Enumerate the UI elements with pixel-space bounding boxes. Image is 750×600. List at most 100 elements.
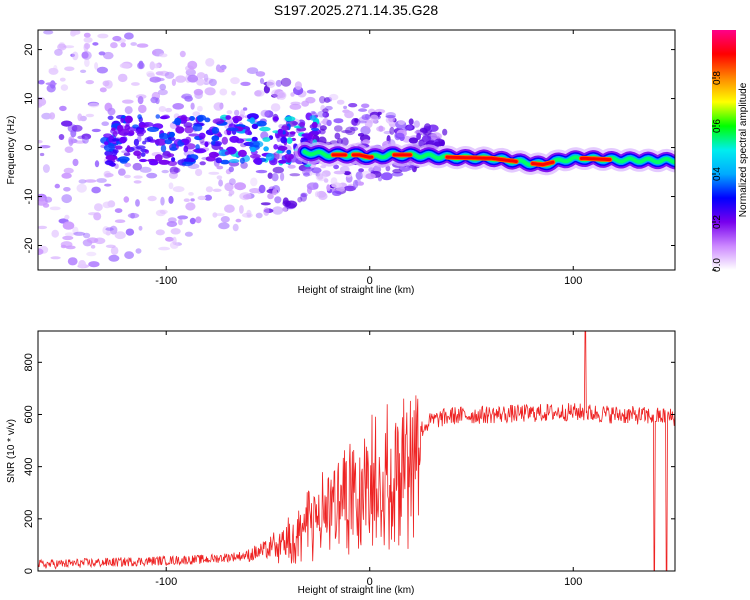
spectrogram-blob — [101, 121, 109, 126]
spectrogram-blob — [285, 200, 298, 209]
spectrogram-peak — [579, 156, 612, 162]
spectrogram-blob — [271, 89, 283, 98]
spectrogram-blob — [173, 167, 181, 173]
spectrogram-blob — [99, 87, 107, 93]
spectrogram-ytick-label: -10 — [23, 189, 35, 205]
spectrogram-blob — [76, 183, 87, 193]
spectrogram-blob — [272, 116, 279, 122]
spectrogram-blob — [212, 118, 225, 125]
spectrogram-blob — [178, 218, 183, 226]
spectrogram-blob — [183, 145, 189, 153]
spectrogram-blob — [235, 218, 242, 223]
spectrogram-blob — [183, 157, 196, 163]
spectrogram-blob — [287, 164, 296, 169]
spectrogram-blob — [117, 73, 128, 83]
spectrogram-blob — [39, 145, 51, 149]
spectrogram-blob — [208, 78, 217, 87]
spectrogram-blob — [378, 125, 384, 132]
spectrogram-blob — [72, 158, 79, 167]
spectrogram-blob — [46, 271, 50, 280]
spectrogram-blob — [54, 183, 60, 189]
spectrogram-blob — [344, 185, 356, 192]
spectrogram-blob — [280, 172, 285, 182]
spectrogram-blob — [130, 212, 136, 219]
spectrogram-blob — [226, 127, 239, 131]
spectrogram-blob — [142, 140, 147, 145]
spectrogram-blob — [286, 149, 292, 155]
spectrogram-blob — [97, 33, 109, 39]
spectrogram-blob — [336, 138, 343, 145]
spectrogram-blob — [259, 78, 265, 84]
spectrogram-blob — [159, 83, 166, 91]
spectrogram-blob — [246, 113, 259, 120]
spectrogram-blob — [255, 71, 266, 77]
spectrogram-blob — [284, 116, 296, 122]
spectrogram-blob — [235, 138, 245, 144]
spectrogram-blob — [85, 80, 95, 85]
spectrogram-blob — [299, 121, 305, 128]
spectrogram-blob — [281, 125, 290, 131]
spectrogram-blob — [360, 125, 371, 135]
spectrogram-blob — [155, 209, 166, 217]
spectrogram-blob — [135, 128, 147, 135]
spectrogram-blob — [114, 231, 126, 240]
spectrogram-blob — [154, 77, 165, 82]
spectrogram-blob — [135, 199, 140, 207]
spectrogram-blob — [72, 51, 79, 61]
spectrogram-blob — [273, 144, 279, 150]
spectrogram-frame — [37, 29, 676, 271]
spectrogram-blob — [259, 126, 271, 132]
spectrogram-blob — [49, 112, 56, 120]
spectrogram-blob — [370, 114, 379, 122]
spectrogram-blob — [263, 207, 270, 216]
spectrogram-blob — [253, 157, 263, 165]
spectrogram-blob — [220, 64, 227, 70]
spectrogram-blob — [110, 42, 118, 49]
spectrogram-blob — [120, 117, 125, 123]
spectrogram-blob — [343, 171, 351, 176]
spectrogram-blob — [205, 186, 213, 193]
spectrogram-blob — [326, 119, 332, 127]
spectrogram-blob — [147, 195, 157, 202]
spectrogram-blob — [276, 150, 283, 154]
spectrogram-blob — [42, 203, 50, 208]
spectrogram-blob — [64, 66, 75, 72]
spectrogram-blob — [183, 198, 190, 202]
spectrogram-blob — [114, 208, 123, 214]
spectrogram-blob — [135, 248, 142, 254]
snr-ytick-label: 0 — [23, 568, 35, 574]
spectrogram-blob — [164, 139, 173, 145]
spectrogram-blob — [168, 195, 174, 204]
spectrogram-blob — [102, 201, 112, 209]
spectrogram-blob — [198, 132, 206, 139]
spectrogram-blob — [146, 72, 155, 78]
spectrogram-blob — [168, 131, 175, 138]
spectrogram-blob — [175, 75, 187, 83]
spectrogram-blob — [62, 221, 75, 230]
spectrogram-blob — [110, 246, 119, 255]
spectrogram-blob — [195, 216, 202, 224]
spectrogram-blob — [63, 167, 74, 174]
spectrogram-blob — [111, 138, 121, 142]
spectrogram-blob — [67, 257, 78, 266]
spectrogram-blob — [204, 141, 209, 148]
spectrogram-blob — [250, 177, 258, 187]
spectrogram-blob — [171, 78, 176, 86]
spectrogram-blob — [232, 117, 239, 124]
spectrogram-blob — [395, 132, 405, 139]
spectrogram-blob — [58, 134, 65, 140]
spectrogram-blob — [94, 62, 99, 70]
spectrogram-blob — [357, 181, 364, 186]
spectrogram-blob — [42, 164, 50, 173]
spectrogram-blob — [289, 103, 302, 110]
spectrogram-blob — [78, 260, 86, 269]
spectrogram-blob — [77, 113, 83, 122]
spectrogram-blob — [112, 130, 118, 137]
spectrogram-blob — [408, 118, 414, 125]
spectrogram-blob — [139, 166, 152, 173]
spectrogram-blob — [192, 111, 201, 117]
spectrogram-blob — [377, 176, 383, 182]
spectrogram-blob — [246, 209, 252, 217]
spectrogram-blob — [112, 35, 122, 42]
spectrogram-blob — [278, 159, 287, 164]
